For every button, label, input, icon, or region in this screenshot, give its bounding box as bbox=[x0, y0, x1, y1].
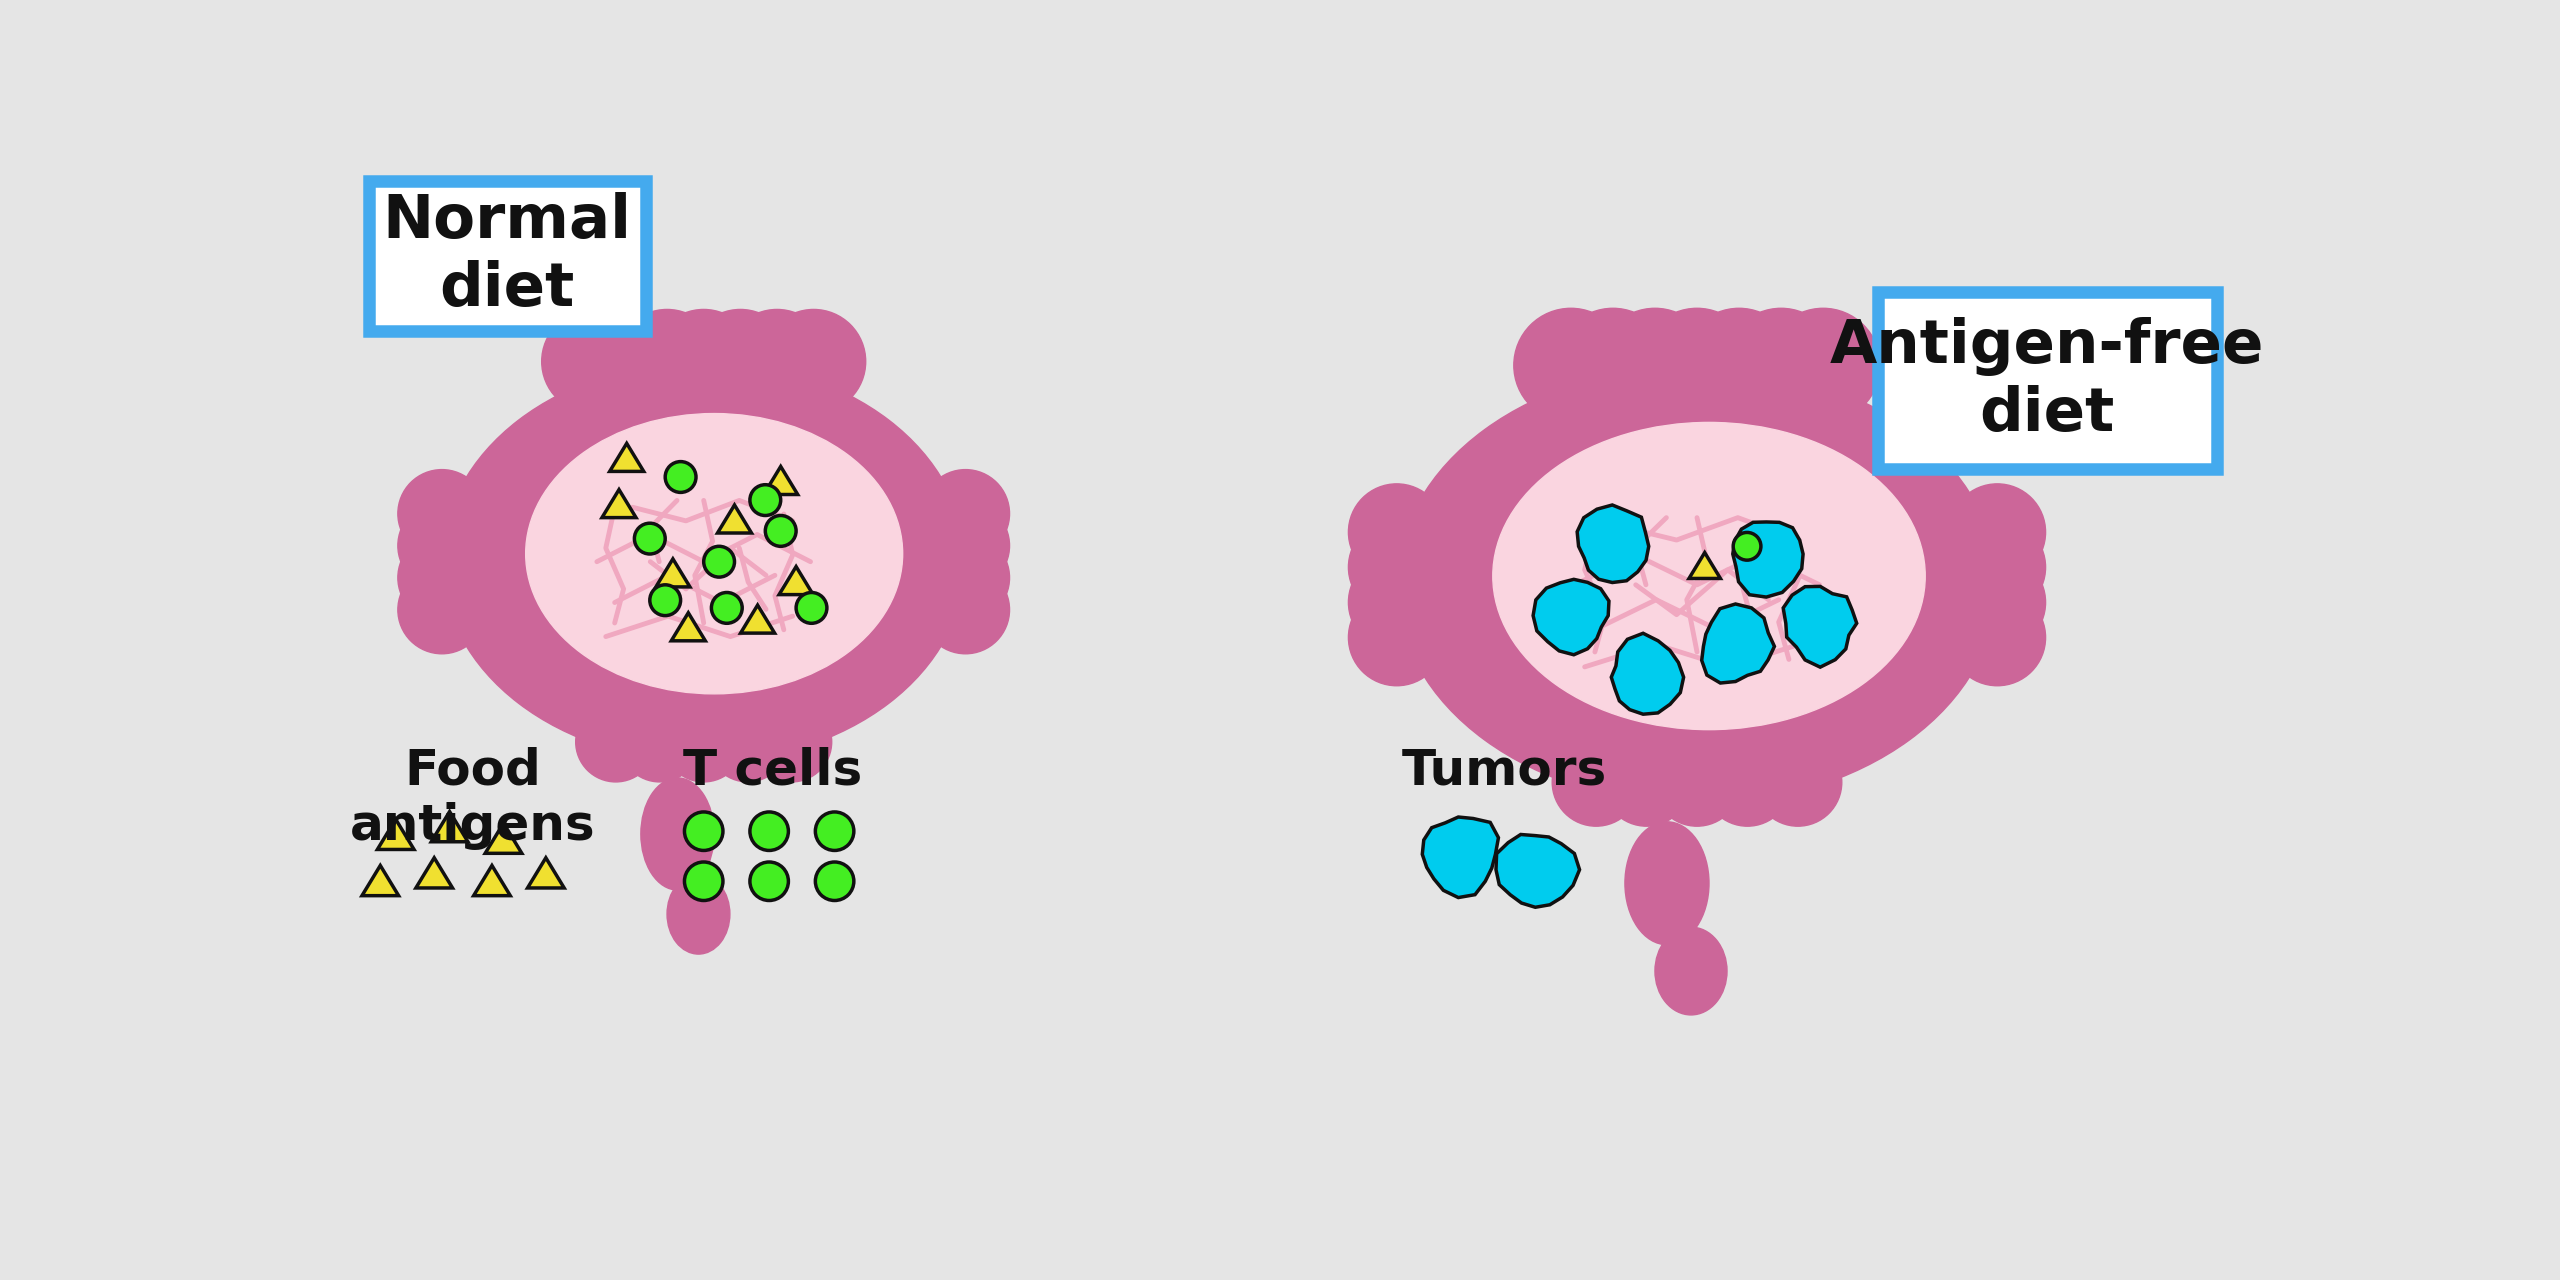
Polygon shape bbox=[1784, 586, 1856, 667]
Polygon shape bbox=[1495, 835, 1580, 908]
Polygon shape bbox=[671, 613, 707, 641]
Circle shape bbox=[614, 310, 719, 413]
Text: Normal
diet: Normal diet bbox=[384, 192, 632, 319]
Polygon shape bbox=[1577, 506, 1649, 582]
Polygon shape bbox=[740, 605, 776, 634]
Ellipse shape bbox=[1398, 365, 1997, 804]
Circle shape bbox=[707, 701, 788, 782]
Circle shape bbox=[1349, 554, 1444, 650]
Polygon shape bbox=[486, 823, 522, 854]
Circle shape bbox=[1723, 308, 1838, 422]
Circle shape bbox=[712, 593, 742, 623]
Polygon shape bbox=[1610, 634, 1684, 714]
Circle shape bbox=[620, 701, 699, 782]
Ellipse shape bbox=[443, 361, 965, 762]
Circle shape bbox=[1641, 308, 1754, 422]
Circle shape bbox=[1682, 308, 1797, 422]
Circle shape bbox=[1754, 739, 1841, 826]
Circle shape bbox=[1603, 739, 1690, 826]
Circle shape bbox=[1349, 589, 1444, 686]
Ellipse shape bbox=[640, 778, 714, 890]
Polygon shape bbox=[361, 865, 399, 896]
Polygon shape bbox=[717, 506, 753, 532]
Circle shape bbox=[666, 462, 696, 493]
Circle shape bbox=[543, 310, 645, 413]
Polygon shape bbox=[763, 466, 799, 494]
Circle shape bbox=[750, 485, 781, 516]
Ellipse shape bbox=[1654, 927, 1728, 1015]
Circle shape bbox=[753, 701, 832, 782]
Polygon shape bbox=[376, 819, 415, 850]
Polygon shape bbox=[1423, 817, 1498, 897]
Circle shape bbox=[689, 310, 794, 413]
Circle shape bbox=[763, 310, 865, 413]
Ellipse shape bbox=[1626, 822, 1710, 945]
Polygon shape bbox=[602, 489, 635, 517]
Circle shape bbox=[724, 310, 829, 413]
Circle shape bbox=[796, 593, 827, 623]
Circle shape bbox=[1948, 484, 2045, 580]
Circle shape bbox=[1733, 532, 1761, 561]
Circle shape bbox=[684, 861, 722, 901]
Text: T cells: T cells bbox=[684, 746, 863, 795]
Circle shape bbox=[397, 470, 486, 558]
Circle shape bbox=[650, 585, 681, 616]
Circle shape bbox=[397, 566, 486, 654]
Circle shape bbox=[635, 524, 666, 554]
Ellipse shape bbox=[1492, 422, 1925, 730]
Circle shape bbox=[704, 547, 735, 577]
Circle shape bbox=[922, 534, 1009, 622]
Circle shape bbox=[750, 812, 788, 850]
FancyBboxPatch shape bbox=[369, 180, 645, 330]
Ellipse shape bbox=[525, 413, 904, 694]
Polygon shape bbox=[474, 865, 509, 896]
Circle shape bbox=[814, 861, 855, 901]
Circle shape bbox=[1702, 739, 1792, 826]
Circle shape bbox=[922, 502, 1009, 590]
Circle shape bbox=[1349, 518, 1444, 616]
Polygon shape bbox=[527, 858, 563, 888]
Circle shape bbox=[1948, 589, 2045, 686]
Circle shape bbox=[1556, 308, 1669, 422]
Circle shape bbox=[814, 812, 855, 850]
Circle shape bbox=[684, 812, 722, 850]
Circle shape bbox=[922, 566, 1009, 654]
Circle shape bbox=[1948, 554, 2045, 650]
Polygon shape bbox=[1733, 522, 1802, 596]
Polygon shape bbox=[1533, 580, 1610, 655]
Circle shape bbox=[1513, 308, 1628, 422]
Circle shape bbox=[397, 502, 486, 590]
Polygon shape bbox=[1702, 604, 1774, 684]
Circle shape bbox=[1551, 739, 1641, 826]
Circle shape bbox=[663, 701, 745, 782]
Polygon shape bbox=[655, 559, 689, 588]
Circle shape bbox=[765, 516, 796, 547]
Circle shape bbox=[1349, 484, 1444, 580]
Circle shape bbox=[922, 470, 1009, 558]
Circle shape bbox=[579, 310, 684, 413]
Circle shape bbox=[1948, 518, 2045, 616]
Polygon shape bbox=[415, 858, 453, 888]
Polygon shape bbox=[430, 812, 468, 842]
Circle shape bbox=[1766, 308, 1879, 422]
Circle shape bbox=[653, 310, 755, 413]
Circle shape bbox=[397, 534, 486, 622]
Polygon shape bbox=[609, 443, 643, 471]
Circle shape bbox=[576, 701, 655, 782]
Text: Antigen-free
diet: Antigen-free diet bbox=[1830, 317, 2266, 444]
Polygon shape bbox=[1690, 553, 1720, 579]
Circle shape bbox=[1654, 739, 1741, 826]
FancyBboxPatch shape bbox=[1879, 292, 2217, 470]
Ellipse shape bbox=[668, 874, 730, 954]
Circle shape bbox=[1597, 308, 1713, 422]
Circle shape bbox=[750, 861, 788, 901]
Text: Tumors: Tumors bbox=[1403, 746, 1608, 795]
Polygon shape bbox=[778, 567, 814, 595]
Text: Food
antigens: Food antigens bbox=[351, 746, 596, 850]
